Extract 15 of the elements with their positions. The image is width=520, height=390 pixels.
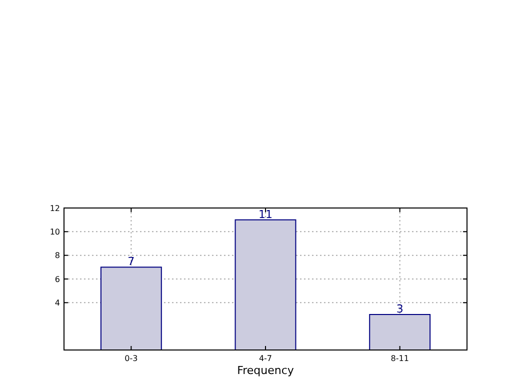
bar	[234, 219, 296, 350]
x-tick-label: 0-3	[124, 354, 138, 363]
data-label: 7	[128, 255, 135, 268]
data-label: 3	[396, 302, 404, 316]
data-label: 11	[258, 208, 272, 221]
y-tick-label: 4	[54, 298, 60, 308]
y-tick-label: 12	[50, 204, 60, 213]
y-tick-label: 10	[50, 227, 60, 236]
x-axis-title: Frequency	[237, 364, 294, 377]
x-tick-label: 8-11	[390, 354, 409, 363]
x-tick-label: 4-7	[258, 354, 272, 363]
bar	[369, 314, 431, 350]
y-tick-label: 8	[54, 251, 60, 260]
y-tick-label: 6	[54, 274, 60, 284]
bar	[100, 266, 162, 350]
